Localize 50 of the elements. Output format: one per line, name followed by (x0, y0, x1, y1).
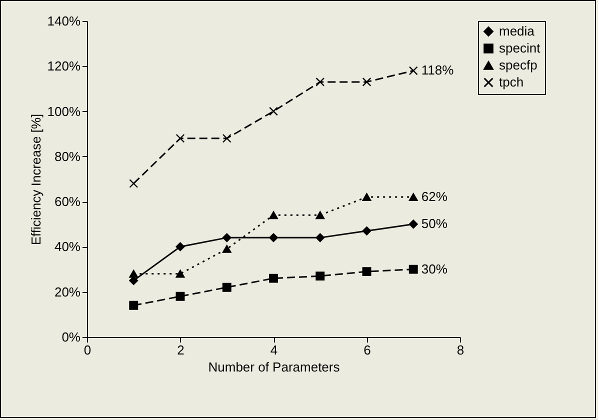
y-tick-label: 0% (62, 330, 81, 344)
y-tick-label: 60% (54, 194, 81, 210)
point (316, 272, 325, 281)
point (269, 106, 278, 116)
y-tick-label: 20% (54, 284, 81, 300)
y-axis-title: Efficiency Increase [%] (28, 114, 44, 246)
point (222, 134, 232, 143)
x-tick-label: 6 (364, 342, 371, 358)
data-label: 118% (421, 62, 454, 78)
point (269, 274, 278, 283)
point (176, 134, 185, 143)
data-label: 50% (421, 216, 448, 232)
x-tick-label: 8 (456, 342, 464, 358)
point (362, 267, 372, 276)
point (222, 282, 232, 292)
point (316, 77, 325, 86)
point (176, 270, 185, 278)
point (408, 193, 418, 202)
legend-label: media (499, 24, 536, 38)
point (222, 245, 232, 253)
point (362, 226, 372, 236)
point (408, 66, 418, 76)
point (362, 193, 372, 202)
legend-label: tpch (499, 74, 524, 90)
legend-label: specint (499, 40, 541, 56)
y-tick-label: 120% (47, 58, 81, 74)
point (129, 270, 138, 278)
x-tick-label: 4 (270, 342, 278, 358)
point (316, 233, 325, 242)
point (269, 211, 278, 220)
y-tick-label: 80% (54, 148, 81, 164)
point (316, 211, 325, 220)
y-tick-label: 40% (54, 239, 81, 254)
point (408, 220, 418, 229)
y-tick-label: 140% (47, 14, 81, 28)
y-tick-label: 100% (47, 104, 81, 119)
legend-label: specfp (499, 58, 538, 72)
x-tick-label: 0 (84, 342, 92, 358)
point (269, 233, 278, 242)
point (129, 179, 138, 188)
point (176, 242, 185, 252)
point (408, 264, 418, 274)
point (129, 300, 138, 310)
point (222, 233, 232, 242)
point (362, 77, 372, 86)
point (176, 292, 185, 301)
data-label: 62% (421, 189, 448, 204)
x-tick-label: 2 (177, 342, 184, 358)
data-label: 30% (421, 261, 448, 276)
x-axis-title: Number of Parameters (208, 360, 340, 374)
